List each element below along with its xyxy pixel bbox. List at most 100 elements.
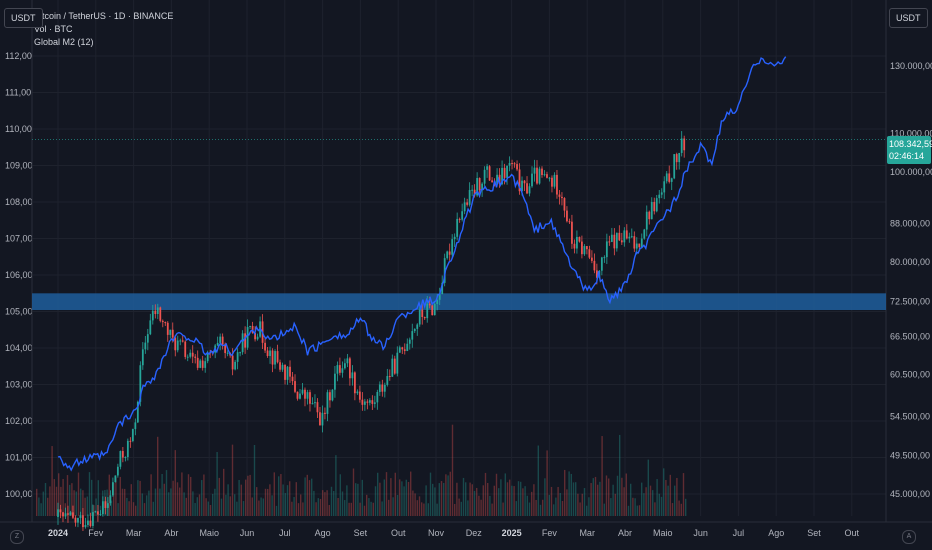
timezone-icon[interactable]: Z (10, 530, 24, 544)
volume-bar (108, 474, 110, 516)
auto-scale-icon[interactable]: A (902, 530, 916, 544)
volume-bar (130, 484, 132, 516)
volume-bar (269, 484, 271, 516)
volume-bar (685, 498, 687, 516)
left-axis-currency-button[interactable]: USDT (4, 8, 43, 28)
volume-bar (350, 502, 352, 516)
legend-m2[interactable]: Global M2 (12) (34, 37, 94, 47)
volume-bar (315, 502, 317, 516)
candle-body (146, 334, 149, 343)
candle-body (628, 236, 631, 239)
volume-bar (148, 490, 150, 516)
candle-body (578, 236, 581, 242)
left-axis-tick-label: 101,00 (5, 453, 33, 463)
candle-body (239, 352, 242, 354)
volume-bar (205, 498, 207, 516)
candle-body (663, 181, 666, 193)
volume-bar (445, 474, 447, 516)
volume-bar (566, 489, 568, 516)
candle-body (171, 329, 174, 338)
volume-bar (550, 486, 553, 516)
candle-body (600, 257, 603, 271)
volume-bar (526, 495, 528, 516)
volume-bar (616, 475, 619, 516)
candle-body (638, 243, 641, 248)
candle-body (149, 320, 152, 335)
volume-bar (95, 498, 97, 516)
volume-bar (75, 491, 77, 516)
volume-bar (553, 504, 555, 516)
candle-body (104, 501, 107, 508)
candle-body (314, 402, 316, 404)
candle-body (126, 440, 129, 458)
candle-body (496, 174, 498, 184)
candle-body (576, 236, 578, 249)
left-axis-tick-label: 107,00 (5, 234, 33, 244)
volume-bar (652, 490, 654, 516)
volume-bar (326, 490, 328, 516)
volume-bar (667, 485, 669, 516)
volume-bar (352, 468, 355, 516)
right-axis-currency-button[interactable]: USDT (889, 8, 928, 28)
volume-bar (308, 480, 311, 516)
legend-symbol[interactable]: Bitcoin / TetherUS · 1D · BINANCE (34, 11, 174, 21)
volume-bar (390, 478, 392, 516)
volume-bar (429, 472, 432, 516)
volume-bar (537, 445, 539, 516)
volume-bar (51, 446, 53, 516)
candle-body (478, 177, 481, 191)
volume-bar (592, 478, 594, 516)
candle-body (79, 515, 82, 518)
volume-bar (489, 495, 491, 516)
volume-bar (157, 436, 159, 516)
volume-bar (187, 474, 190, 516)
right-axis-tick-label: 88.000,00 (890, 218, 930, 228)
volume-bar (275, 505, 278, 516)
candle-body (571, 221, 573, 244)
volume-bar (88, 472, 91, 516)
plot-area (32, 0, 886, 516)
volume-bar (399, 479, 401, 516)
volume-bar (207, 501, 209, 516)
candle-body (296, 391, 299, 399)
last-price-tag: 108.342,59 02:46:14 (887, 136, 932, 164)
x-axis-tick-label: Jun (693, 528, 708, 538)
candle-body (421, 309, 424, 318)
volume-bar (605, 475, 608, 516)
chart-legend: Bitcoin / TetherUS · 1D · BINANCE Vol · … (34, 10, 173, 49)
candle-body (84, 524, 87, 528)
candle-body (219, 336, 222, 343)
volume-bar (458, 498, 460, 516)
candle-body (633, 236, 636, 249)
candle-body (154, 310, 157, 314)
volume-bar (423, 503, 425, 516)
legend-volume[interactable]: Vol · BTC (34, 24, 73, 34)
candle-body (114, 475, 117, 483)
candle-body (543, 174, 546, 176)
volume-bar (625, 473, 627, 516)
volume-bar (58, 473, 60, 516)
volume-bar (506, 482, 509, 516)
left-axis-tick-label: 100,00 (5, 489, 33, 499)
candle-body (249, 325, 251, 328)
candle-body (618, 232, 621, 241)
volume-bar (62, 478, 64, 516)
candle-body (383, 384, 386, 392)
candle-body (356, 391, 359, 394)
candle-body (503, 167, 506, 178)
x-axis-tick-label: Set (354, 528, 368, 538)
volume-bar (128, 501, 130, 516)
volume-bar (656, 479, 658, 516)
volume-bar (344, 500, 346, 516)
volume-bar (154, 488, 157, 516)
left-axis-tick-label: 102,00 (5, 416, 33, 426)
volume-bar (643, 493, 645, 516)
candle-body (264, 342, 266, 351)
candle-body (279, 362, 281, 370)
candle-body (363, 401, 366, 405)
volume-bar (38, 497, 40, 516)
volume-bar (218, 477, 220, 516)
volume-bar (80, 488, 82, 516)
candle-body (276, 351, 279, 363)
